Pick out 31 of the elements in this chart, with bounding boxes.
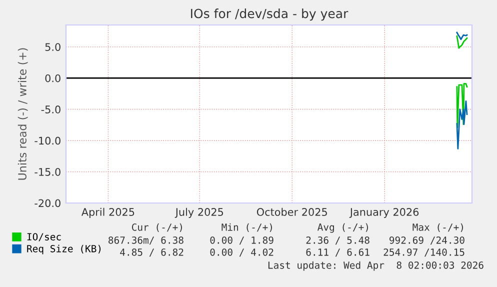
x-tick-label: April 2025 xyxy=(81,208,134,218)
text: 992.69 /24.30 xyxy=(390,236,464,245)
chart-title: IOs for /dev/sda - by year xyxy=(191,8,348,21)
y-tick-label: 5.0 xyxy=(45,43,60,51)
y-tick-label: 0.0 xyxy=(45,74,60,82)
y-tick-label: -20.0 xyxy=(34,199,60,208)
line-series xyxy=(456,36,468,49)
text: 4.85 / 6.82 xyxy=(120,248,184,257)
y-tick-label: -5.0 xyxy=(41,106,60,114)
text: 0.00 / 1.89 xyxy=(210,236,274,245)
text: Min (-/+) xyxy=(222,223,272,232)
text: 867.36m/ 6.38 xyxy=(108,236,184,245)
text: 254.97 /140.15 xyxy=(384,248,464,257)
y-tick-label: -15.0 xyxy=(34,168,60,176)
text: Avg (-/+) xyxy=(318,223,368,233)
text: 0.00 / 4.02 xyxy=(210,248,274,257)
text: Max (-/+) xyxy=(412,223,463,232)
y-tick-label: -10.0 xyxy=(34,136,60,145)
line-series xyxy=(456,83,468,128)
text: 2.36 / 5.48 xyxy=(306,236,370,245)
x-tick-label: January 2026 xyxy=(349,208,419,218)
x-tick-label: July 2025 xyxy=(174,208,224,218)
text: 6.11 / 6.61 xyxy=(306,248,370,257)
line-series xyxy=(456,100,468,150)
text: Last update: Wed Apr 8 02:00:03 2026 xyxy=(268,261,484,271)
y-axis-title: Units read (-) / write (+) xyxy=(18,48,28,180)
text: Cur (-/+) xyxy=(132,223,182,232)
x-tick-label: October 2025 xyxy=(256,208,327,216)
legend-label: IO/sec xyxy=(27,233,61,242)
legend-label: Req Size (KB) xyxy=(27,244,101,254)
line-series xyxy=(456,32,468,40)
